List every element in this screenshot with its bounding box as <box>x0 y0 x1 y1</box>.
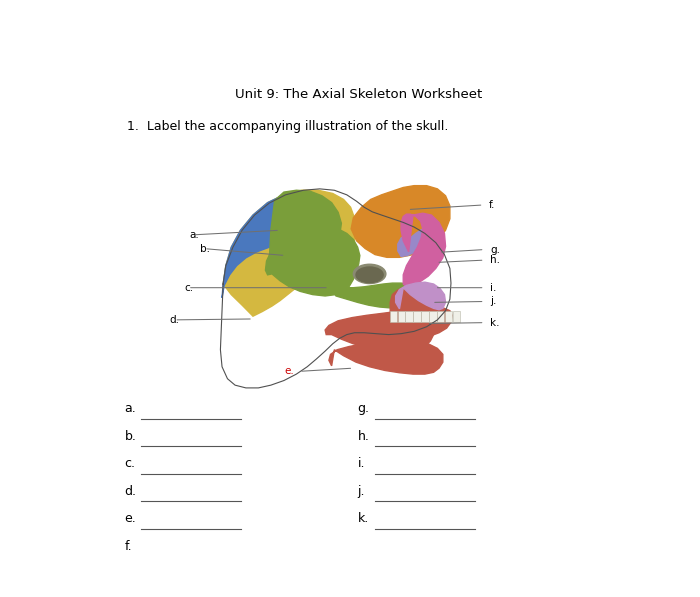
FancyBboxPatch shape <box>429 311 437 322</box>
Text: d.: d. <box>125 485 136 498</box>
Polygon shape <box>335 283 417 308</box>
Polygon shape <box>223 190 354 316</box>
Text: k.: k. <box>490 318 500 328</box>
Polygon shape <box>351 186 450 257</box>
Text: 1.  Label the accompanying illustration of the skull.: 1. Label the accompanying illustration o… <box>127 120 448 133</box>
Polygon shape <box>398 226 430 257</box>
FancyBboxPatch shape <box>421 311 428 322</box>
Text: a.: a. <box>189 230 199 240</box>
Polygon shape <box>325 310 435 352</box>
Ellipse shape <box>354 264 386 284</box>
Polygon shape <box>222 195 313 298</box>
FancyBboxPatch shape <box>444 311 452 322</box>
Text: f.: f. <box>489 200 496 210</box>
Text: a.: a. <box>125 402 136 415</box>
Text: f.: f. <box>125 540 132 553</box>
Text: Unit 9: The Axial Skeleton Worksheet: Unit 9: The Axial Skeleton Worksheet <box>235 88 482 101</box>
Text: j.: j. <box>358 485 365 498</box>
FancyBboxPatch shape <box>405 311 413 322</box>
Text: h.: h. <box>490 255 500 265</box>
FancyBboxPatch shape <box>390 311 398 322</box>
Text: b.: b. <box>125 430 136 442</box>
Text: k.: k. <box>358 512 369 525</box>
Text: e.: e. <box>125 512 136 525</box>
Text: d.: d. <box>169 315 180 325</box>
Text: g.: g. <box>358 402 370 415</box>
Ellipse shape <box>356 267 383 282</box>
Polygon shape <box>390 288 452 337</box>
Polygon shape <box>401 213 446 287</box>
Text: b.: b. <box>199 244 209 254</box>
FancyBboxPatch shape <box>453 311 460 322</box>
Polygon shape <box>265 227 360 296</box>
Text: g.: g. <box>490 245 500 254</box>
Text: c.: c. <box>125 457 135 470</box>
Polygon shape <box>329 339 443 374</box>
Text: j.: j. <box>490 297 496 306</box>
Text: i.: i. <box>490 283 496 293</box>
FancyBboxPatch shape <box>398 311 405 322</box>
Text: h.: h. <box>358 430 370 442</box>
FancyBboxPatch shape <box>437 311 444 322</box>
Polygon shape <box>395 282 446 310</box>
Text: e.: e. <box>284 367 294 376</box>
Text: c.: c. <box>184 283 193 293</box>
FancyBboxPatch shape <box>413 311 421 322</box>
Text: i.: i. <box>358 457 365 470</box>
Polygon shape <box>270 190 342 272</box>
